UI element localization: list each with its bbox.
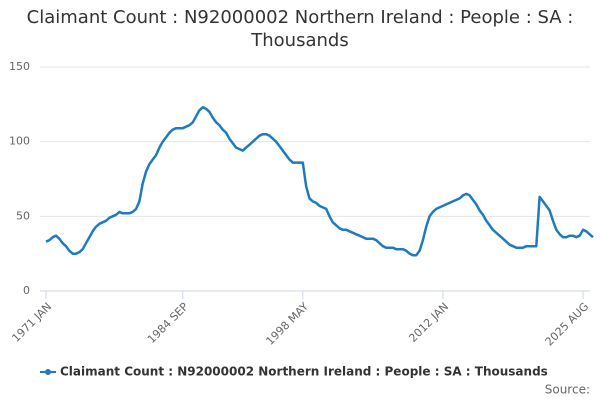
x-tick-label: 1998 MAY [263,300,311,348]
y-tick-label: 50 [16,209,30,222]
x-tick-label: 1971 JAN [9,300,54,345]
y-tick-label: 0 [23,284,30,297]
y-tick-label: 100 [9,135,30,148]
data-line [45,106,594,257]
x-tick-label: 1984 SEP [145,300,191,346]
source: Source: [545,383,590,397]
y-tick-label: 150 [9,60,30,73]
legend-label: Claimant Count : N92000002 Northern Irel… [60,365,548,379]
x-tick-label: 2012 JAN [406,300,451,345]
x-tick-label: 2025 AUG [543,300,592,349]
chart-title: Claimant Count : N92000002 Northern Irel… [26,7,574,51]
legend-marker [45,369,51,375]
